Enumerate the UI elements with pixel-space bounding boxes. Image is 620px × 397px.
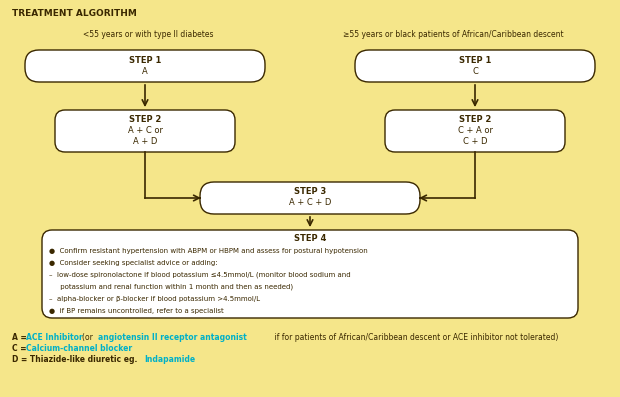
Text: –  low-dose spironolactone if blood potassium ≤4.5mmol/L (monitor blood sodium a: – low-dose spironolactone if blood potas… [49, 272, 351, 279]
FancyBboxPatch shape [385, 110, 565, 152]
FancyBboxPatch shape [200, 182, 420, 214]
Text: A: A [142, 67, 148, 76]
Text: A + D: A + D [133, 137, 157, 146]
Text: (or: (or [82, 333, 95, 342]
FancyBboxPatch shape [55, 110, 235, 152]
Text: C + D: C + D [463, 137, 487, 146]
Text: C: C [472, 67, 478, 76]
Text: STEP 1: STEP 1 [129, 56, 161, 65]
Text: Indapamide: Indapamide [144, 355, 195, 364]
Text: STEP 3: STEP 3 [294, 187, 326, 196]
Text: A + C + D: A + C + D [289, 198, 331, 207]
Text: STEP 2: STEP 2 [129, 115, 161, 124]
Text: C + A or: C + A or [458, 126, 492, 135]
Text: STEP 2: STEP 2 [459, 115, 491, 124]
Text: A + C or: A + C or [128, 126, 162, 135]
Text: ●  if BP remains uncontrolled, refer to a specialist: ● if BP remains uncontrolled, refer to a… [49, 308, 224, 314]
FancyBboxPatch shape [25, 50, 265, 82]
Text: D = Thiazide-like diuretic eg.: D = Thiazide-like diuretic eg. [12, 355, 140, 364]
Text: angiotensin II receptor antagonist: angiotensin II receptor antagonist [98, 333, 247, 342]
Text: TREATMENT ALGORITHM: TREATMENT ALGORITHM [12, 9, 137, 18]
Text: A =: A = [12, 333, 29, 342]
Text: ●  Consider seeking specialist advice or adding:: ● Consider seeking specialist advice or … [49, 260, 218, 266]
Text: ≥55 years or black patients of African/Caribbean descent: ≥55 years or black patients of African/C… [343, 30, 564, 39]
Text: STEP 1: STEP 1 [459, 56, 491, 65]
Text: ACE Inhibitor: ACE Inhibitor [26, 333, 82, 342]
FancyBboxPatch shape [42, 230, 578, 318]
Text: Calcium-channel blocker: Calcium-channel blocker [26, 344, 132, 353]
Text: STEP 4: STEP 4 [294, 234, 326, 243]
FancyBboxPatch shape [355, 50, 595, 82]
Text: potassium and renal function within 1 month and then as needed): potassium and renal function within 1 mo… [49, 284, 293, 291]
Text: ●  Confirm resistant hypertension with ABPM or HBPM and assess for postural hypo: ● Confirm resistant hypertension with AB… [49, 248, 368, 254]
Text: <55 years or with type II diabetes: <55 years or with type II diabetes [82, 30, 213, 39]
Text: C =: C = [12, 344, 29, 353]
Text: –  alpha-blocker or β-blocker if blood potassium >4.5mmol/L: – alpha-blocker or β-blocker if blood po… [49, 296, 260, 302]
Text: if for patients of African/Caribbean descent or ACE inhibitor not tolerated): if for patients of African/Caribbean des… [272, 333, 559, 342]
